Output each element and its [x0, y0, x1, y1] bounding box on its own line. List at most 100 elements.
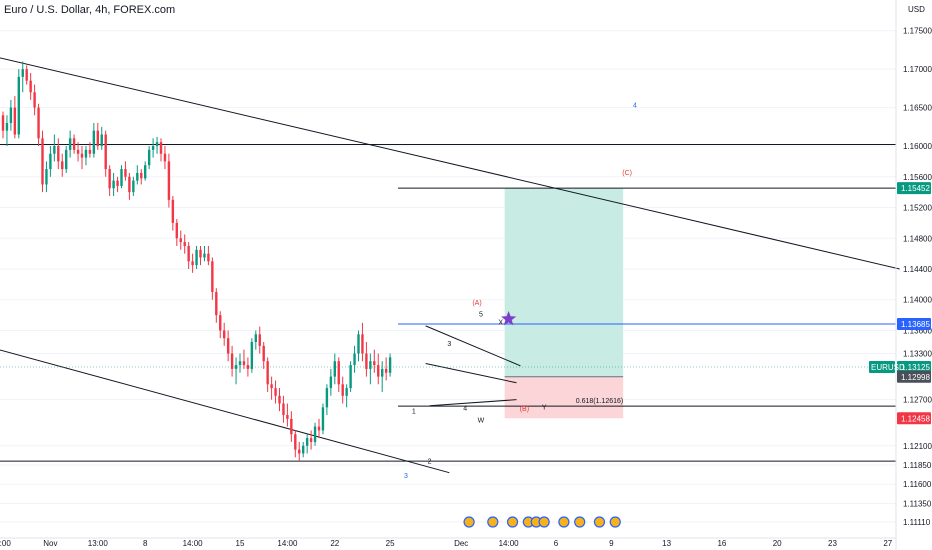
candle-body [104, 134, 107, 170]
candle-body [377, 365, 380, 377]
candle-body [84, 149, 88, 158]
candle-body [147, 149, 151, 166]
candle-body [381, 368, 384, 377]
y-tick-label: 1.17500 [903, 27, 932, 36]
candle-body [321, 407, 325, 431]
candle-body [325, 388, 329, 408]
symbol-badge [869, 360, 895, 373]
candle-body [341, 384, 344, 396]
economic-event-icon[interactable] [593, 516, 606, 528]
economic-event-icon[interactable] [558, 516, 570, 528]
candle-body [246, 365, 250, 369]
x-tick-label: Nov [43, 539, 57, 548]
candle-body [68, 138, 72, 150]
candle-body [33, 92, 36, 108]
candle-body [80, 153, 84, 158]
candle-body [5, 122, 9, 131]
candle-body [13, 107, 17, 135]
candle-body [29, 80, 32, 93]
price-badge [897, 360, 931, 373]
symbol-badge-label: EURUSD [871, 363, 905, 372]
x-tick-label: 22 [330, 539, 339, 548]
y-tick-label: 1.11600 [903, 480, 932, 489]
price-badge-label: 1.12998 [901, 373, 930, 382]
wave-label: W [478, 418, 485, 425]
candle-body [9, 107, 13, 123]
candle-body [112, 180, 115, 189]
economic-event-icon[interactable] [463, 516, 475, 528]
trend-line [425, 325, 521, 367]
y-tick-label: 1.11350 [903, 499, 932, 508]
candle-body [302, 445, 305, 454]
candle-body [120, 169, 123, 186]
wave-label: 3 [404, 473, 408, 480]
candle-body [298, 449, 301, 454]
candle-body [45, 169, 48, 185]
candle-body [140, 172, 143, 179]
candle-body [17, 76, 20, 135]
candle-body [333, 361, 336, 377]
candle-body [136, 172, 139, 181]
economic-event-icon[interactable] [487, 516, 499, 528]
candle-body [211, 261, 214, 293]
candle-body [388, 357, 392, 373]
x-tick-label: 25 [386, 539, 395, 548]
candle-body [155, 142, 159, 147]
x-tick-label: 6 [554, 539, 559, 548]
candle-body [76, 149, 80, 154]
candle-body [108, 169, 111, 189]
candle-body [357, 334, 360, 354]
candle-body [171, 199, 175, 223]
wave-label: (B) [520, 406, 529, 413]
y-tick-label: 1.15200 [903, 204, 932, 213]
candle-body [305, 438, 309, 446]
y-tick-label: 1.15600 [903, 173, 932, 182]
candle-body [250, 342, 254, 369]
candle-body [100, 134, 103, 147]
economic-event-icon[interactable] [538, 516, 550, 528]
economic-event-icon[interactable] [574, 516, 586, 528]
candle-body [203, 253, 206, 258]
wave-label: 5 [479, 312, 483, 319]
candle-body [262, 345, 265, 362]
y-tick-label: 1.14800 [903, 234, 932, 243]
x-tick-label: 3:00 [0, 539, 11, 548]
candle-body [242, 361, 246, 366]
x-tick-label: 9 [609, 539, 614, 548]
candle-body [290, 418, 293, 435]
fib-label: 0.618(1.12616) [576, 398, 623, 405]
price-badge-label: 1.12458 [901, 414, 930, 423]
x-tick-label: Dec [454, 539, 468, 548]
y-tick-label: 1.17000 [903, 65, 932, 74]
candle-body [353, 353, 356, 366]
candle-body [183, 242, 186, 246]
x-tick-label: 8 [143, 539, 148, 548]
candle-body [128, 176, 131, 193]
candle-body [313, 426, 317, 442]
price-badge [897, 370, 931, 383]
y-tick-label: 1.12700 [903, 396, 932, 405]
x-tick-label: 23 [828, 539, 837, 548]
y-tick-label: 1.16000 [903, 142, 932, 151]
candle-body [337, 361, 340, 385]
candle-body [151, 146, 155, 150]
economic-event-icon[interactable] [609, 516, 621, 528]
x-tick-label: 14:00 [183, 539, 204, 548]
x-tick-label: 27 [883, 539, 892, 548]
chart-title: Euro / U.S. Dollar, 4h, FOREX.com [4, 4, 176, 16]
candle-body [230, 353, 234, 369]
candle-body [195, 249, 198, 266]
y-tick-label: 1.11850 [903, 461, 932, 470]
candle-body [294, 434, 297, 450]
y-tick-label: 1.11110 [903, 518, 931, 527]
candle-body [37, 107, 40, 139]
economic-event-icon[interactable] [506, 516, 519, 528]
candle-body [373, 361, 376, 366]
x-tick-label: 14:00 [277, 539, 298, 548]
y-tick-label: 1.13600 [903, 326, 932, 335]
candle-body [88, 149, 92, 154]
candle-body [25, 69, 28, 81]
candle-body [41, 138, 44, 185]
trend-line [429, 399, 517, 407]
